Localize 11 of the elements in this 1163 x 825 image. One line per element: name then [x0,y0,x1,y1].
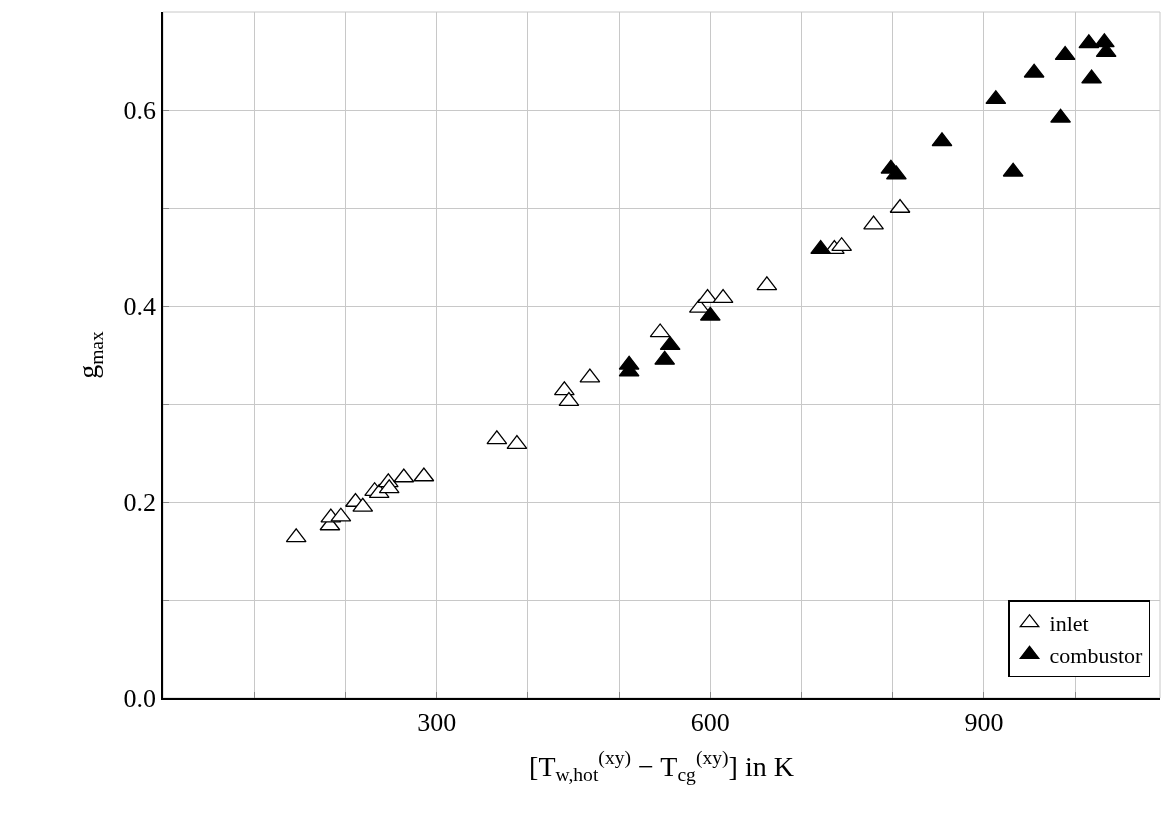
y-tick-label: 0.4 [123,292,157,322]
x-tick-label: 900 [964,707,1004,737]
x-axis-title: [T$_{w,hot}$$^{(xy)}$ − T$_{cg}$$^{(xy)}$] in K [529,746,794,786]
y-tick-label: 0.6 [123,96,157,126]
x-tick-label: 600 [690,707,730,737]
point [1054,45,1076,61]
legend-label: combustor [1049,642,1144,668]
legend-label: inlet [1049,611,1089,637]
y-tick-label: 0.0 [123,684,157,714]
x-tick-label: 300 [417,707,457,737]
y-tick-label: 0.2 [123,488,157,518]
